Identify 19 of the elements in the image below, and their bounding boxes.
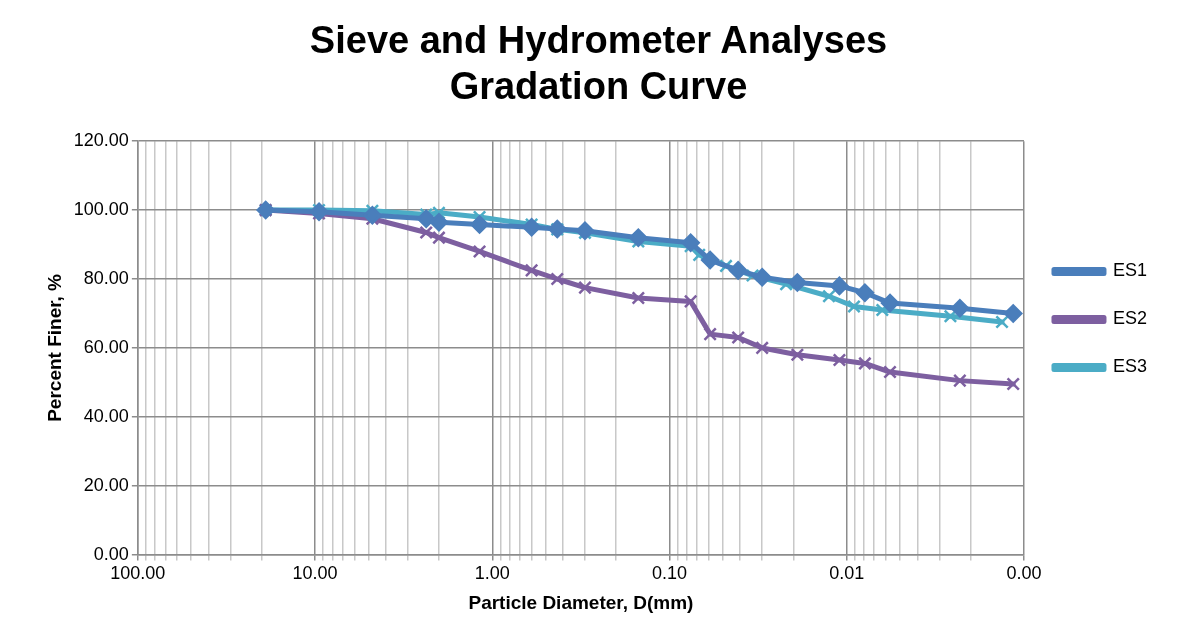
x-tick-label: 0.01 [829, 563, 865, 584]
x-tick-label: 1.00 [474, 563, 510, 584]
x-tick-label: 100.00 [110, 563, 166, 584]
y-tick-label: 80.00 [83, 267, 129, 288]
x-tick-label: 0.10 [652, 563, 688, 584]
legend-label: ES1 [1112, 260, 1148, 281]
y-tick-label: 40.00 [83, 405, 129, 426]
y-axis-title: Percent Finer, % [43, 273, 65, 422]
y-tick-label: 60.00 [83, 336, 129, 357]
chart-title: Sieve and Hydrometer Analyses Gradation Curve [309, 19, 888, 107]
x-axis-title: Particle Diameter, D(mm) [468, 591, 694, 613]
legend-label: ES2 [1112, 308, 1148, 329]
legend-label: ES3 [1112, 356, 1148, 377]
x-tick-label: 10.00 [292, 563, 338, 584]
x-tick-label: 0.00 [1006, 563, 1042, 584]
y-tick-label: 120.00 [73, 130, 129, 151]
y-tick-label: 100.00 [73, 199, 129, 220]
y-tick-label: 20.00 [83, 474, 129, 495]
y-tick-label: 0.00 [93, 543, 129, 564]
